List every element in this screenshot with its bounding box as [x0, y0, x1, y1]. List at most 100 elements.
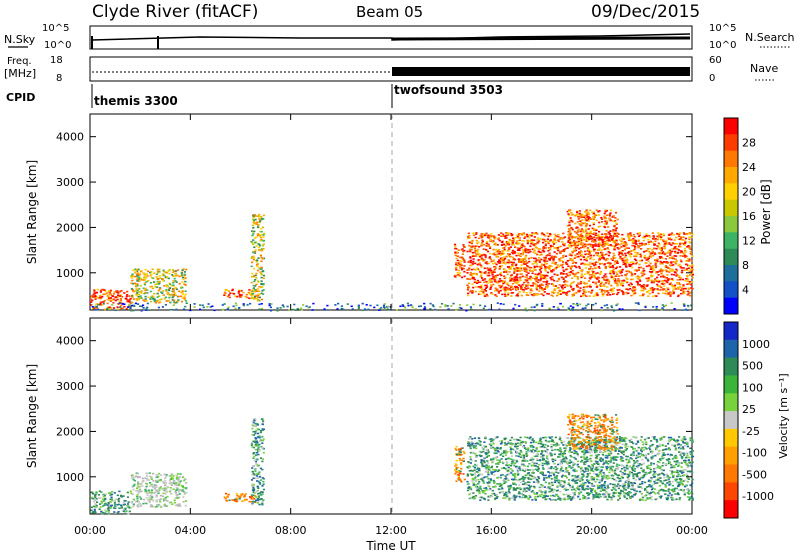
velocity-cell [638, 471, 641, 474]
power-cell [254, 295, 257, 298]
power-cell [688, 238, 691, 240]
power-cell [491, 241, 494, 243]
power-cell [511, 240, 514, 242]
power-cell [365, 304, 368, 306]
power-cell [254, 279, 257, 281]
power-cell [572, 244, 575, 247]
power-cell [669, 295, 672, 297]
power-cell [169, 301, 172, 304]
velocity-cell [116, 494, 119, 497]
velocity-cell [455, 480, 458, 482]
power-cell [518, 270, 521, 273]
power-cell [614, 267, 618, 270]
velocity-cell [145, 475, 148, 477]
power-cell [681, 292, 685, 295]
power-cell [543, 233, 546, 236]
power-cell [627, 292, 630, 294]
velocity-cell [97, 494, 100, 496]
power-cell [691, 273, 695, 276]
velocity-cell [462, 450, 465, 453]
power-cell [664, 276, 667, 279]
power-cell [614, 240, 617, 243]
velocity-cell [256, 489, 259, 492]
power-colorbar-swatch [724, 167, 738, 184]
velocity-cell [107, 503, 110, 505]
power-cell [258, 220, 262, 222]
power-cell [594, 293, 597, 296]
power-cell [659, 257, 662, 259]
power-cell [503, 293, 507, 296]
power-cell [604, 248, 607, 250]
power-cell [574, 244, 578, 247]
power-cell [111, 304, 114, 306]
power-cell [548, 258, 551, 260]
velocity-cell [251, 420, 254, 423]
power-cell [540, 266, 543, 268]
velocity-cell [118, 507, 121, 510]
power-cell [659, 236, 663, 239]
velocity-cell [171, 476, 174, 479]
power-cell [128, 304, 131, 307]
power-cell [262, 277, 265, 280]
velocity-cell [259, 457, 263, 459]
power-cell [527, 284, 530, 286]
power-cell [669, 282, 672, 284]
velocity-cell [241, 493, 244, 495]
velocity-cell [124, 512, 127, 515]
power-cell [537, 285, 540, 287]
velocity-cell [144, 489, 147, 491]
power-cell [611, 237, 614, 239]
power-cell [602, 257, 605, 259]
power-cell [609, 244, 612, 246]
power-cell [559, 302, 562, 305]
power-cell [673, 255, 676, 257]
power-cell [610, 290, 613, 293]
velocity-cell [469, 492, 472, 495]
velocity-cell [460, 481, 463, 483]
power-cell [599, 243, 602, 246]
velocity-cell [257, 449, 260, 452]
power-cell [681, 242, 684, 244]
velocity-cell [136, 500, 139, 502]
power-cell [302, 304, 305, 306]
power-cell [630, 253, 633, 255]
power-cell [471, 254, 474, 257]
power-cell [158, 270, 161, 273]
power-cell [469, 271, 472, 274]
power-cell [537, 281, 540, 284]
velocity-cell [117, 499, 120, 501]
velocity-cell [492, 460, 495, 463]
power-cell [563, 286, 566, 289]
velocity-cell [152, 485, 156, 487]
power-cell [615, 235, 618, 237]
power-cell [485, 280, 488, 283]
power-cell [168, 287, 171, 289]
power-cell [510, 285, 513, 288]
power-cell [557, 246, 561, 248]
velocity-cell [165, 475, 168, 478]
power-cell [252, 214, 255, 216]
power-cell [252, 251, 255, 254]
velocity-cell [583, 443, 586, 445]
power-cell [573, 230, 576, 233]
velocity-cell [168, 475, 171, 477]
power-cell [557, 233, 560, 236]
power-cell [607, 231, 610, 234]
power-cell [501, 241, 504, 244]
power-cell [481, 279, 484, 281]
velocity-cell [251, 483, 254, 485]
velocity-cell [137, 500, 140, 503]
power-cell [515, 282, 518, 284]
power-cell [516, 287, 519, 289]
power-cell [221, 308, 224, 311]
power-cell [180, 272, 183, 274]
power-cell [549, 235, 552, 237]
power-cell [541, 263, 544, 266]
power-cell [495, 295, 498, 298]
power-cell [679, 243, 682, 246]
power-cell [498, 278, 502, 280]
velocity-cell [653, 468, 656, 470]
power-cell [175, 301, 178, 304]
power-cell [111, 295, 114, 297]
